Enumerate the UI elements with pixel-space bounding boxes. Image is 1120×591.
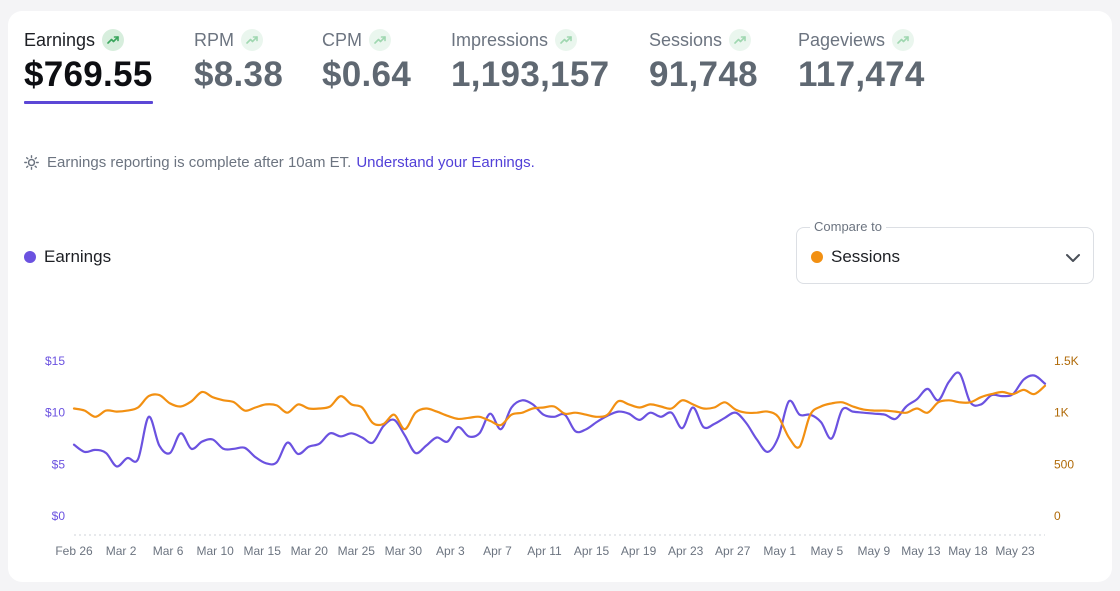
x-tick-label: Apr 19: [621, 544, 657, 558]
compare-value-label: Sessions: [831, 247, 900, 266]
metric-pageviews[interactable]: Pageviews 117,474: [798, 27, 925, 95]
y-right-tick-label: 1.5K: [1054, 354, 1079, 368]
x-tick-label: Apr 27: [715, 544, 751, 558]
trending-up-icon: [241, 29, 263, 51]
active-metric-underline: [24, 101, 153, 104]
metric-header: Pageviews: [798, 27, 925, 53]
sun-icon: [24, 155, 39, 170]
compare-to-select[interactable]: Compare to Sessions: [796, 219, 1094, 284]
metric-header: Sessions: [649, 27, 758, 53]
metric-label: Impressions: [451, 29, 549, 50]
x-tick-label: May 5: [810, 544, 843, 558]
y-left-tick-label: $5: [52, 457, 66, 471]
y-left-tick-label: $0: [52, 509, 66, 523]
compare-selected-value: Sessions: [811, 247, 900, 267]
x-tick-label: Mar 25: [338, 544, 376, 558]
metric-cpm[interactable]: CPM $0.64: [322, 27, 411, 95]
metric-value: $0.64: [322, 55, 412, 94]
x-tick-label: Apr 7: [483, 544, 512, 558]
metric-header: Impressions: [451, 27, 609, 53]
earnings-sessions-chart: $0 $5 $10 $15 0 500 1K 1.5K Feb 26 Mar 2 Mar 6 Mar …: [45, 354, 1079, 558]
x-tick-label: Apr 11: [527, 544, 562, 558]
metric-label: Pageviews: [798, 29, 886, 50]
earnings-legend-label: Earnings: [44, 247, 112, 266]
metric-value: 1,193,157: [451, 55, 610, 94]
understand-earnings-link[interactable]: Understand your Earnings.: [356, 154, 535, 171]
metric-value: 117,474: [798, 55, 925, 94]
metric-rpm[interactable]: RPM $8.38: [194, 27, 283, 95]
x-tick-label: May 23: [995, 544, 1035, 558]
metric-label: Sessions: [649, 29, 723, 50]
trending-up-icon: [555, 29, 578, 51]
metric-header: RPM: [194, 27, 283, 53]
x-tick-label: Mar 10: [196, 544, 234, 558]
sessions-legend-dot: [811, 251, 823, 263]
x-tick-label: Apr 3: [436, 544, 465, 558]
y-left-tick-label: $10: [45, 406, 65, 420]
metric-label: RPM: [194, 29, 234, 50]
metric-label: CPM: [322, 29, 362, 50]
x-tick-label: Feb 26: [55, 544, 93, 558]
metric-header: Earnings: [24, 27, 153, 53]
y-right-tick-label: 0: [1054, 509, 1061, 523]
sessions-series-line: [72, 384, 1047, 449]
metric-value: 91,748: [649, 55, 758, 94]
metric-value: $8.38: [194, 55, 284, 94]
x-tick-label: Mar 20: [291, 544, 329, 558]
x-tick-label: Mar 30: [385, 544, 423, 558]
x-tick-label: Mar 2: [106, 544, 137, 558]
earnings-notice: Earnings reporting is complete after 10a…: [24, 154, 535, 171]
earnings-card: Earnings $769.55 RPM $8.38 CPM $0.64 Impressio…: [8, 11, 1112, 582]
compare-to-label: Compare to: [810, 219, 886, 234]
x-tick-label: Apr 23: [668, 544, 704, 558]
metric-impressions[interactable]: Impressions 1,193,157: [451, 27, 609, 95]
metric-header: CPM: [322, 27, 411, 53]
x-tick-label: Apr 15: [574, 544, 610, 558]
earnings-legend-dot: [24, 251, 36, 263]
metric-sessions[interactable]: Sessions 91,748: [649, 27, 758, 95]
metric-label: Earnings: [24, 29, 96, 50]
notice-text: Earnings reporting is complete after 10a…: [47, 154, 352, 171]
trending-up-icon: [892, 29, 915, 51]
trending-up-icon: [369, 29, 391, 51]
metric-earnings[interactable]: Earnings $769.55: [24, 27, 153, 104]
x-tick-label: Mar 6: [153, 544, 184, 558]
x-tick-label: May 13: [901, 544, 941, 558]
chevron-down-icon[interactable]: [1065, 250, 1081, 268]
chart-legend: Earnings: [24, 247, 111, 267]
metric-value: $769.55: [24, 55, 153, 94]
x-tick-label: Mar 15: [244, 544, 282, 558]
y-left-tick-label: $15: [45, 354, 65, 368]
trending-up-icon: [102, 29, 125, 51]
y-right-tick-label: 1K: [1054, 406, 1069, 420]
earnings-series-line: [72, 371, 1047, 468]
x-tick-label: May 1: [763, 544, 796, 558]
trending-up-icon: [729, 29, 752, 51]
x-tick-label: May 18: [948, 544, 988, 558]
x-tick-label: May 9: [858, 544, 891, 558]
y-right-tick-label: 500: [1054, 457, 1074, 471]
